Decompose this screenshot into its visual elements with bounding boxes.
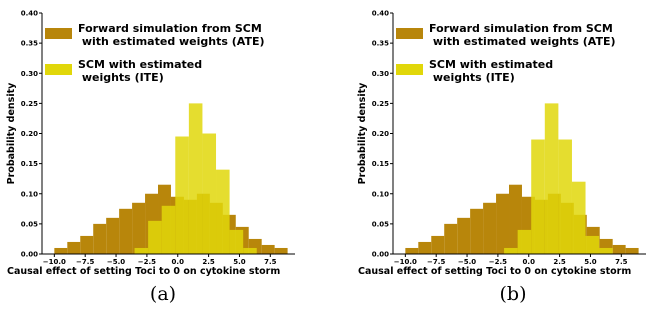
histogram-bar-ite xyxy=(229,229,244,254)
y-tick-label: 0.05 xyxy=(372,220,389,228)
histogram-bar-ate xyxy=(431,235,445,254)
histogram-bar-ite xyxy=(202,133,217,254)
y-tick-label: 0.20 xyxy=(21,130,38,138)
panel-caption: (b) xyxy=(500,283,527,305)
histogram-bar-ite xyxy=(517,229,532,254)
x-tick-label: −7.5 xyxy=(76,258,94,266)
x-tick-label: −7.5 xyxy=(427,258,445,266)
x-axis-label: Causal effect of setting Toci to 0 on cy… xyxy=(7,266,280,277)
histogram-bar-ite xyxy=(161,205,176,254)
histogram-bar-ate xyxy=(274,247,288,254)
y-tick-label: 0.05 xyxy=(21,220,38,228)
histogram-bar-ite xyxy=(585,235,600,254)
y-tick-label: 0.00 xyxy=(21,251,38,259)
x-tick-label: 5.0 xyxy=(584,258,597,266)
y-tick-label: 0.30 xyxy=(21,70,38,78)
histogram-bar-ate xyxy=(67,241,81,254)
histogram-bar-ate xyxy=(457,217,471,254)
legend-label-ate: Forward simulation from SCM with estimat… xyxy=(78,22,265,48)
legend-swatch-ate xyxy=(45,28,72,39)
histogram-bar-ate xyxy=(119,208,133,254)
y-tick-label: 0.25 xyxy=(21,100,38,108)
x-axis-label: Causal effect of setting Toci to 0 on cy… xyxy=(358,266,631,277)
histogram-bar-ate xyxy=(496,193,510,254)
legend: Forward simulation from SCM with estimat… xyxy=(396,22,616,84)
x-tick-label: −2.5 xyxy=(489,258,507,266)
x-tick-label: 7.5 xyxy=(264,258,277,266)
legend-label-ite: SCM with estimated weights (ITE) xyxy=(78,58,202,84)
histogram-bar-ite xyxy=(134,247,149,254)
legend-swatch-ite xyxy=(45,64,72,75)
y-tick-label: 0.25 xyxy=(372,100,389,108)
histogram-bar-ate xyxy=(612,244,626,254)
y-axis-label: Probability density xyxy=(6,82,17,184)
y-tick-label: 0.30 xyxy=(372,70,389,78)
x-tick-label: 0.0 xyxy=(523,258,536,266)
histogram-bar-ite xyxy=(531,139,545,254)
x-tick-label: 2.5 xyxy=(553,258,566,266)
panel-a: 0.00 0.05 0.10 0.15 0.20 0.25 0.30 0.35 0.40 −10.… xyxy=(6,10,295,305)
histogram-bar-ite xyxy=(504,247,518,254)
y-tick-label: 0.35 xyxy=(21,40,38,48)
histogram-bar-ate xyxy=(54,247,68,254)
histogram-bar-ate xyxy=(93,223,107,255)
histogram-bar-ite xyxy=(175,136,189,254)
x-tick-label: −10.0 xyxy=(43,258,66,266)
histogram-bar-ite xyxy=(243,247,257,254)
histogram-bar-ite xyxy=(558,139,572,254)
panel-b: 0.00 0.05 0.10 0.15 0.20 0.25 0.30 0.35 0.40 −10.… xyxy=(357,10,646,305)
x-tick-label: 7.5 xyxy=(615,258,628,266)
x-tick-label: 2.5 xyxy=(202,258,215,266)
y-tick-label: 0.20 xyxy=(372,130,389,138)
histogram-bar-ate xyxy=(625,247,639,254)
x-tick-label: −5.0 xyxy=(458,258,476,266)
y-tick-label: 0.10 xyxy=(372,190,389,198)
histogram-bar-ite xyxy=(148,220,162,254)
histogram-bar-ate xyxy=(470,208,484,254)
histogram-bar-ate xyxy=(80,235,94,254)
histogram-bar-ite xyxy=(544,103,559,255)
x-tick-label: 5.0 xyxy=(233,258,246,266)
histogram-bar-ite xyxy=(571,181,586,254)
histogram-bar-ate xyxy=(444,223,458,255)
series-ite xyxy=(504,103,613,255)
legend: Forward simulation from SCM with estimat… xyxy=(45,22,265,84)
series-ite xyxy=(134,103,257,255)
y-tick-label: 0.40 xyxy=(372,10,389,18)
y-axis-label: Probability density xyxy=(357,82,368,184)
histogram-bar-ate xyxy=(483,202,497,254)
legend-swatch-ite xyxy=(396,64,423,75)
panel-caption: (a) xyxy=(150,283,176,305)
y-tick-label: 0.10 xyxy=(21,190,38,198)
x-tick-label: −5.0 xyxy=(107,258,125,266)
y-tick-label: 0.40 xyxy=(21,10,38,18)
y-tick-label: 0.15 xyxy=(372,160,389,168)
x-tick-label: −2.5 xyxy=(138,258,156,266)
histogram-bar-ite xyxy=(599,247,613,254)
y-tick-label: 0.15 xyxy=(21,160,38,168)
x-tick-label: 0.0 xyxy=(172,258,185,266)
y-tick-label: 0.00 xyxy=(372,251,389,259)
legend-swatch-ate xyxy=(396,28,423,39)
histogram-bar-ate xyxy=(405,247,419,254)
legend-label-ate: Forward simulation from SCM with estimat… xyxy=(429,22,616,48)
histogram-bar-ite xyxy=(216,169,230,254)
histogram-bar-ate xyxy=(418,241,432,254)
histogram-bar-ate xyxy=(261,244,275,254)
histogram-bar-ate xyxy=(106,217,120,254)
histogram-bar-ite xyxy=(188,103,203,255)
y-tick-label: 0.35 xyxy=(372,40,389,48)
legend-label-ite: SCM with estimated weights (ITE) xyxy=(429,58,553,84)
histogram-bar-ate xyxy=(132,202,146,254)
x-tick-label: −10.0 xyxy=(394,258,417,266)
